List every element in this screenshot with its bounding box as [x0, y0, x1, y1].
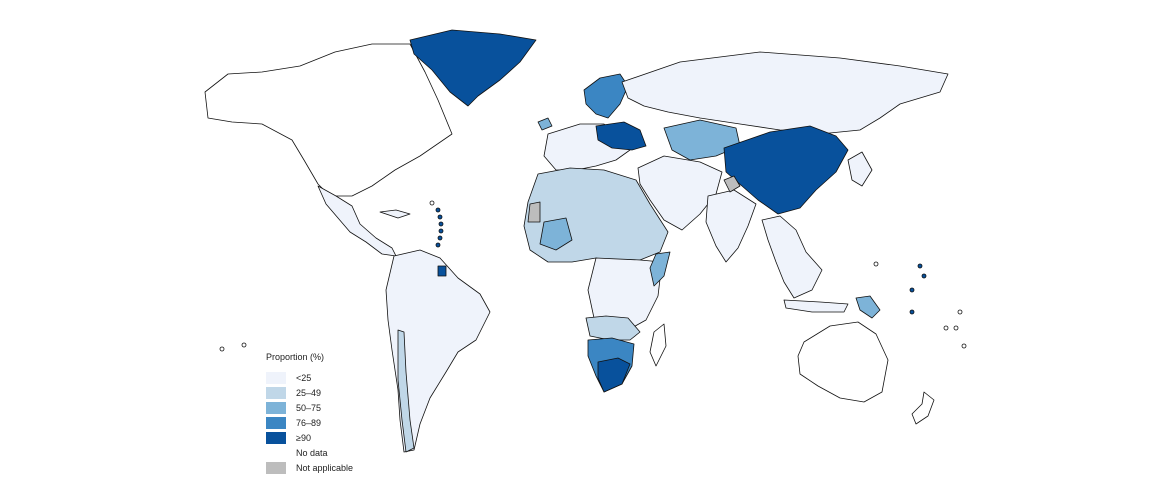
legend-swatch: [266, 416, 286, 429]
region-china: [723, 125, 849, 215]
region-south-america: [385, 249, 491, 453]
region-russia: [621, 51, 949, 135]
region-eastern-europe: [595, 121, 647, 151]
legend-item: <25: [266, 370, 353, 385]
legend-swatch: [266, 401, 286, 414]
region-new-zealand: [911, 391, 935, 425]
legend-swatch: [266, 431, 286, 444]
region-western-sahara: [527, 201, 541, 223]
region-chile: [397, 329, 415, 453]
region-south-africa: [597, 357, 631, 393]
legend-swatch: [266, 371, 286, 384]
region-horn-of-africa: [649, 251, 671, 287]
region-madagascar: [649, 323, 667, 367]
legend-label: <25: [296, 372, 312, 383]
region-west-africa: [539, 217, 573, 251]
region-australia: [797, 321, 889, 403]
region-greenland: [409, 29, 537, 107]
legend-item: 50–75: [266, 400, 353, 415]
region-indonesia: [783, 299, 849, 313]
region-iceland: [537, 117, 553, 131]
legend-label: Not applicable: [296, 462, 354, 473]
legend-item: Not applicable: [266, 460, 353, 475]
region-french-guiana: [437, 265, 447, 277]
region-scandinavia: [583, 73, 629, 119]
legend-item: ≥90: [266, 430, 353, 445]
legend-label: 76–89: [296, 417, 322, 428]
legend-item: 25–49: [266, 385, 353, 400]
region-south-asia: [705, 189, 757, 263]
region-caribbean: [379, 200, 444, 248]
legend-label: 50–75: [296, 402, 322, 413]
map-legend: Proportion (%) <25 25–49 50–75 76–89 ≥90 No d…: [266, 352, 353, 475]
legend-label: 25–49: [296, 387, 322, 398]
legend-swatch: [266, 461, 286, 474]
region-central-america: [317, 185, 397, 257]
legend-swatch: [266, 446, 286, 459]
region-not-applicable: [723, 175, 741, 193]
legend-item: No data: [266, 445, 353, 460]
legend-title: Proportion (%): [266, 352, 325, 362]
region-southeast-asia: [761, 215, 823, 299]
region-japan: [847, 151, 873, 187]
region-africa-south-central: [585, 315, 641, 341]
region-middle-east: [637, 155, 723, 231]
legend-swatch: [266, 386, 286, 399]
region-africa-central: [587, 257, 663, 333]
legend-label: No data: [296, 447, 328, 458]
region-pacific-islands: [219, 261, 967, 352]
region-north-america: [204, 43, 453, 197]
legend-label: ≥90: [296, 432, 311, 443]
legend-item: 76–89: [266, 415, 353, 430]
region-papua: [855, 295, 881, 319]
